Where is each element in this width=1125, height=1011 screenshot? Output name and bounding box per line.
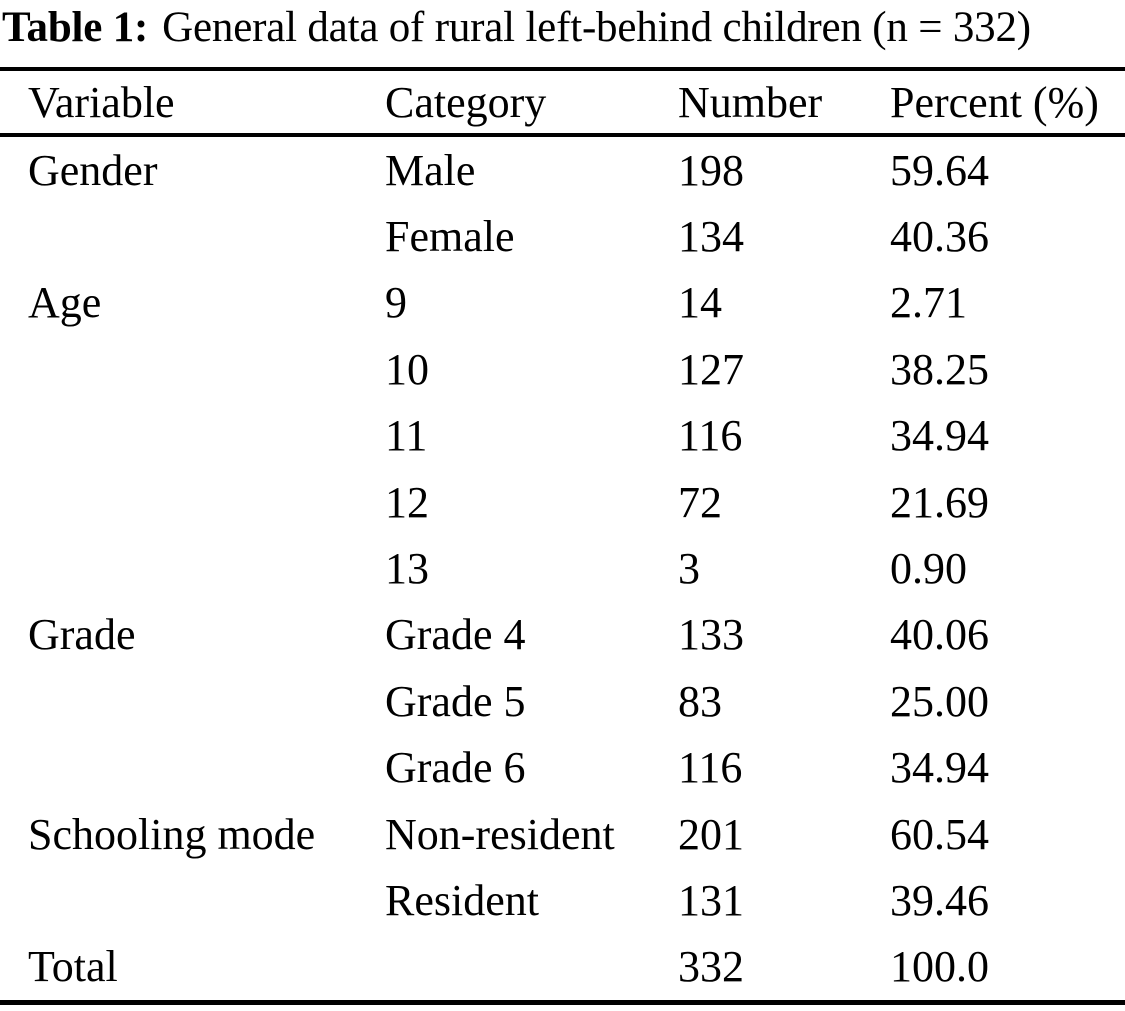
table-row: Resident 131 39.46 bbox=[0, 867, 1125, 933]
cell-percent: 100.0 bbox=[890, 942, 989, 992]
cell-percent: 60.54 bbox=[890, 809, 989, 859]
cell-variable bbox=[0, 203, 385, 269]
table-row: Grade 6 116 34.94 bbox=[0, 735, 1125, 801]
cell-number: 131 bbox=[678, 875, 744, 925]
table-row: Female 134 40.36 bbox=[0, 203, 1125, 269]
cell-number: 134 bbox=[678, 212, 744, 262]
cell-variable bbox=[0, 403, 385, 469]
cell-number: 3 bbox=[678, 544, 700, 594]
cell-percent: 34.94 bbox=[890, 743, 989, 793]
cell-number: 133 bbox=[678, 610, 744, 660]
table-row: Age 9 14 2.71 bbox=[0, 270, 1125, 336]
data-table: Variable Category Number Percent (%) Gen… bbox=[0, 67, 1125, 1006]
table-row: Gender Male 198 59.64 bbox=[0, 135, 1125, 203]
cell-category: Male bbox=[385, 145, 476, 195]
cell-category: Resident bbox=[385, 875, 539, 925]
cell-category: 12 bbox=[385, 477, 429, 527]
cell-percent: 25.00 bbox=[890, 676, 989, 726]
cell-variable bbox=[0, 735, 385, 801]
cell-percent: 40.36 bbox=[890, 212, 989, 262]
cell-percent: 2.71 bbox=[890, 278, 967, 328]
cell-variable bbox=[0, 668, 385, 734]
table-row: 13 3 0.90 bbox=[0, 535, 1125, 601]
cell-variable bbox=[0, 535, 385, 601]
cell-percent: 34.94 bbox=[890, 411, 989, 461]
cell-number: 14 bbox=[678, 278, 722, 328]
cell-category: Grade 6 bbox=[385, 743, 526, 793]
cell-category: Non-resident bbox=[385, 809, 615, 859]
cell-variable: Grade bbox=[28, 610, 136, 660]
table-row: Grade 5 83 25.00 bbox=[0, 668, 1125, 734]
cell-number: 116 bbox=[678, 411, 743, 461]
cell-variable bbox=[0, 336, 385, 402]
cell-category: Grade 5 bbox=[385, 676, 526, 726]
cell-variable: Gender bbox=[28, 145, 158, 195]
cell-number: 201 bbox=[678, 809, 744, 859]
cell-category: 11 bbox=[385, 411, 428, 461]
cell-category: 10 bbox=[385, 344, 429, 394]
cell-variable: Age bbox=[28, 278, 102, 328]
cell-category: Grade 4 bbox=[385, 610, 526, 660]
cell-percent: 21.69 bbox=[890, 477, 989, 527]
table-row: Total 332 100.0 bbox=[0, 934, 1125, 1003]
table-row: Grade Grade 4 133 40.06 bbox=[0, 602, 1125, 668]
cell-percent: 0.90 bbox=[890, 544, 967, 594]
cell-variable bbox=[0, 469, 385, 535]
cell-percent: 39.46 bbox=[890, 875, 989, 925]
cell-percent: 40.06 bbox=[890, 610, 989, 660]
col-header-variable: Variable bbox=[0, 69, 385, 137]
cell-percent: 38.25 bbox=[890, 344, 989, 394]
cell-number: 127 bbox=[678, 344, 744, 394]
cell-variable: Schooling mode bbox=[28, 809, 316, 859]
cell-category: 9 bbox=[385, 278, 407, 328]
table-row: 10 127 38.25 bbox=[0, 336, 1125, 402]
cell-number: 332 bbox=[678, 942, 744, 992]
col-header-percent: Percent (%) bbox=[890, 69, 1125, 137]
caption-label: Table 1: bbox=[2, 4, 149, 51]
caption-text: General data of rural left-behind childr… bbox=[162, 4, 1031, 51]
table-row: Schooling mode Non-resident 201 60.54 bbox=[0, 801, 1125, 867]
table-row: 12 72 21.69 bbox=[0, 469, 1125, 535]
cell-category bbox=[385, 934, 678, 1003]
cell-number: 116 bbox=[678, 743, 743, 793]
col-header-category: Category bbox=[385, 69, 678, 137]
table-caption: Table 1: General data of rural left-behin… bbox=[0, 0, 1125, 53]
table-row: 11 116 34.94 bbox=[0, 403, 1125, 469]
cell-variable bbox=[0, 867, 385, 933]
col-header-number: Number bbox=[678, 69, 890, 137]
cell-number: 72 bbox=[678, 477, 722, 527]
cell-category: Female bbox=[385, 212, 515, 262]
header-row: Variable Category Number Percent (%) bbox=[0, 69, 1125, 137]
cell-variable: Total bbox=[28, 942, 118, 992]
cell-number: 83 bbox=[678, 676, 722, 726]
cell-category: 13 bbox=[385, 544, 429, 594]
cell-number: 198 bbox=[678, 145, 744, 195]
cell-percent: 59.64 bbox=[890, 145, 989, 195]
